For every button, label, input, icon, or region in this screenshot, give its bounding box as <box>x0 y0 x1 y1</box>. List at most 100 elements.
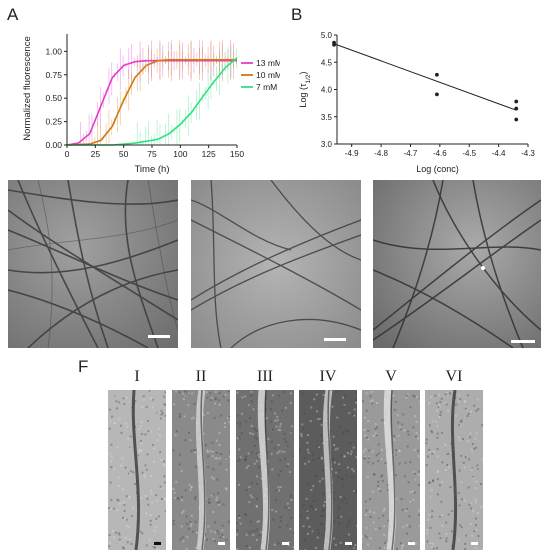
noise <box>182 392 185 395</box>
noise <box>214 397 217 400</box>
noise <box>176 497 179 500</box>
noise <box>476 464 479 467</box>
noise <box>287 463 290 466</box>
noise <box>214 390 217 393</box>
x-axis-label: Log (conc) <box>416 164 459 174</box>
noise <box>222 503 225 506</box>
noise <box>438 394 440 397</box>
y-tick-label: 0.75 <box>45 70 62 80</box>
noise <box>253 428 256 431</box>
noise <box>363 429 366 431</box>
noise <box>470 469 473 472</box>
x-tick-label: -4.4 <box>492 149 506 158</box>
noise <box>164 497 166 500</box>
noise <box>369 498 372 501</box>
noise <box>407 430 410 433</box>
noise <box>218 399 221 402</box>
noise <box>151 406 154 409</box>
noise <box>338 463 341 466</box>
noise <box>445 392 448 394</box>
noise <box>117 499 120 502</box>
noise <box>195 546 198 549</box>
noise <box>249 432 252 435</box>
noise <box>403 429 406 432</box>
noise <box>174 434 177 437</box>
noise <box>475 524 477 527</box>
noise <box>185 515 188 518</box>
x-tick-label: 0 <box>65 149 70 159</box>
noise <box>343 455 346 458</box>
noise <box>449 486 452 489</box>
noise <box>414 435 417 438</box>
noise <box>343 404 346 407</box>
noise <box>141 471 144 474</box>
series-line-0 <box>66 59 237 146</box>
noise <box>289 392 292 395</box>
noise <box>128 445 131 448</box>
noise <box>252 534 255 537</box>
noise <box>308 517 311 520</box>
noise <box>173 491 176 494</box>
noise <box>332 435 335 438</box>
noise <box>125 396 128 399</box>
noise <box>322 394 325 396</box>
noise <box>347 466 349 469</box>
noise <box>272 518 275 521</box>
noise <box>136 453 139 456</box>
noise <box>158 427 161 430</box>
noise <box>363 416 366 419</box>
noise <box>427 455 430 458</box>
noise <box>440 397 443 400</box>
noise <box>280 469 283 472</box>
noise <box>445 540 448 543</box>
noise <box>286 524 289 527</box>
noise <box>277 444 280 446</box>
noise <box>465 408 468 411</box>
data-point <box>514 117 519 122</box>
noise <box>113 536 116 539</box>
noise <box>306 516 309 519</box>
noise <box>172 523 175 526</box>
noise <box>382 514 385 517</box>
noise <box>368 449 371 452</box>
noise <box>434 394 437 397</box>
noise <box>355 540 357 543</box>
noise <box>413 472 416 475</box>
noise <box>317 457 320 459</box>
noise <box>216 478 219 481</box>
noise <box>150 430 153 433</box>
noise <box>287 508 290 511</box>
noise <box>331 405 334 408</box>
noise <box>464 456 467 459</box>
noise <box>340 454 343 457</box>
noise <box>202 432 205 435</box>
noise <box>195 531 198 534</box>
noise <box>123 403 126 405</box>
noise <box>163 481 166 484</box>
noise <box>404 475 407 478</box>
noise <box>238 483 241 486</box>
noise <box>236 414 239 417</box>
noise <box>210 398 213 401</box>
y-tick-label: 3.5 <box>321 113 333 122</box>
noise <box>277 428 280 431</box>
noise <box>208 501 210 504</box>
fibril-strip-6 <box>425 390 483 550</box>
noise <box>429 481 432 484</box>
noise <box>189 439 192 442</box>
scale-bar-strip <box>471 542 478 545</box>
noise <box>320 434 323 437</box>
noise <box>160 459 163 461</box>
noise <box>284 406 287 409</box>
micrograph-d <box>191 180 361 348</box>
noise <box>350 450 353 453</box>
noise <box>464 548 467 550</box>
noise <box>352 470 355 473</box>
noise <box>163 475 166 478</box>
noise <box>351 476 354 479</box>
noise <box>323 466 325 469</box>
noise <box>475 480 478 483</box>
noise <box>145 544 148 547</box>
noise <box>205 444 207 447</box>
chart-b-log-plot: -4.9 -4.8 -4.7 -4.6 -4.5 -4.4 -4.3 3.0 3.5 4.0 4.5… <box>298 31 535 174</box>
